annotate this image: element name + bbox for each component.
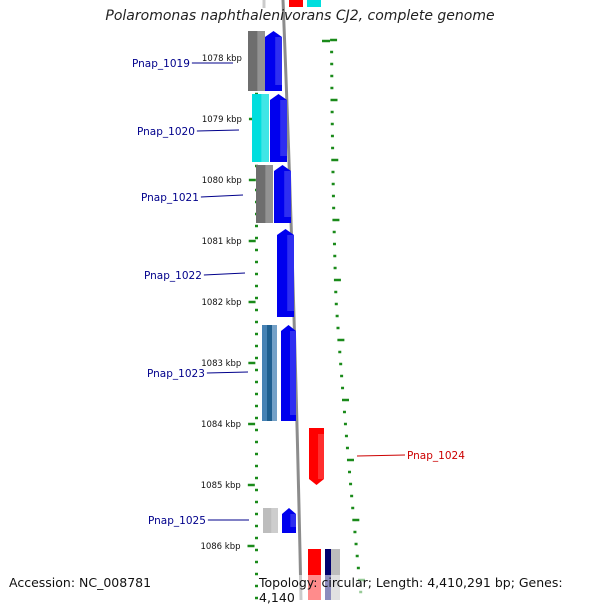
- ruler-label: 1086 kbp: [200, 542, 240, 552]
- gene-leader-line: [356, 454, 406, 457]
- cog-bar-stripe: [267, 325, 272, 421]
- forward-gene-arrow: [270, 94, 287, 162]
- gene-leader-line: [203, 272, 246, 276]
- gene-arrow-highlight: [275, 37, 282, 85]
- ruler-label: 1080 kbp: [202, 176, 242, 186]
- cog-bar: [252, 94, 269, 162]
- gene-label: Pnap_1024: [407, 450, 465, 462]
- gene-label: Pnap_1022: [144, 270, 202, 282]
- gene-arrow-highlight: [287, 235, 294, 311]
- ruler-label: 1078 kbp: [202, 54, 242, 64]
- gene-label: Pnap_1020: [137, 126, 195, 138]
- gene-leader-line: [200, 194, 244, 198]
- gene-label: Pnap_1023: [147, 368, 205, 380]
- genome-summary-text: Topology: circular; Length: 4,410,291 bp…: [259, 575, 600, 605]
- reverse-gene-fragment-top: [289, 0, 303, 7]
- ruler-label: 1079 kbp: [202, 115, 242, 125]
- cog-fragment-top: [307, 0, 321, 7]
- gene-label: Pnap_1019: [132, 58, 190, 70]
- gene-arrow-highlight: [280, 100, 287, 156]
- cog-fragment-bottom-2: [331, 549, 340, 600]
- cog-bar: [256, 165, 273, 223]
- gene-leader-line: [196, 129, 240, 132]
- forward-gene-arrow: [282, 508, 296, 533]
- forward-gene-arrow: [277, 229, 294, 317]
- cog-bar-highlight: [271, 508, 278, 533]
- gene-arrow-highlight: [290, 514, 296, 527]
- gene-label: Pnap_1021: [141, 192, 199, 204]
- gene-arrow-highlight: [290, 331, 296, 415]
- cog-bar: [263, 508, 278, 533]
- cog-bar-highlight: [265, 165, 273, 223]
- map-title: Polaromonas naphthalenivorans CJ2, compl…: [105, 8, 495, 24]
- ruler-label: 1081 kbp: [202, 237, 242, 247]
- ruler-label: 1085 kbp: [201, 481, 241, 491]
- cog-bar-highlight: [257, 31, 265, 91]
- ruler-label: 1084 kbp: [201, 420, 241, 430]
- gene-label: Pnap_1025: [148, 515, 206, 527]
- forward-gene-arrow: [265, 31, 282, 91]
- cog-fragment-bottom: [325, 549, 331, 600]
- cog-bar-highlight: [270, 325, 277, 421]
- ruler-label: 1083 kbp: [201, 359, 241, 369]
- accession-text: Accession: NC_008781: [9, 575, 152, 590]
- ruler-label: 1082 kbp: [201, 298, 241, 308]
- forward-gene-arrow: [274, 165, 291, 223]
- forward-gene-arrow: [281, 325, 296, 421]
- cog-bar: [248, 31, 265, 91]
- cog-bar-highlight: [261, 94, 269, 162]
- reverse-gene-arrow: [309, 428, 324, 485]
- gene-leader-line: [206, 371, 249, 374]
- gene-arrow-highlight: [284, 171, 291, 217]
- gene-arrow-highlight: [318, 434, 324, 479]
